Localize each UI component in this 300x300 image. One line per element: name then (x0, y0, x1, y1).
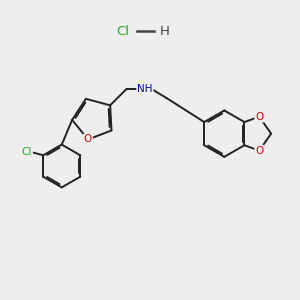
Text: O: O (255, 112, 263, 122)
Text: O: O (255, 146, 263, 156)
Text: O: O (84, 134, 92, 145)
Text: H: H (160, 25, 170, 38)
Text: NH: NH (137, 84, 153, 94)
Text: Cl: Cl (22, 147, 32, 157)
Text: Cl: Cl (117, 25, 130, 38)
